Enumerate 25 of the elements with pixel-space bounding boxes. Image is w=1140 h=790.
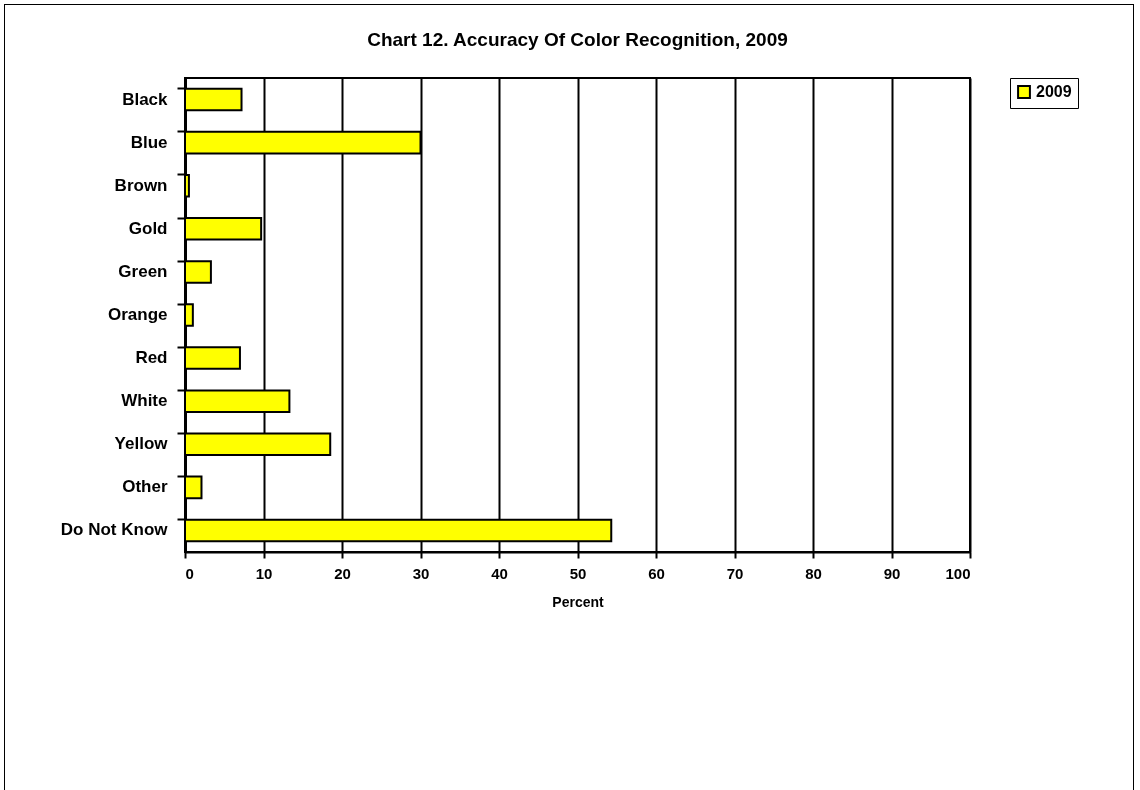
y-tick-label: Black [122, 89, 169, 109]
x-tick-label: 0 [185, 564, 194, 582]
x-tick-label: 40 [491, 564, 508, 582]
y-tick-label: Blue [130, 132, 168, 152]
x-tick-label: 60 [648, 564, 665, 582]
legend-label: 2009 [1036, 83, 1072, 100]
x-tick-label: 70 [726, 564, 744, 582]
y-tick-label: Gold [128, 218, 168, 238]
x-tick-label: 90 [883, 564, 901, 582]
x-tick-label: 30 [412, 564, 430, 582]
y-tick-label: Orange [107, 305, 168, 324]
x-axis-title: Percent [552, 593, 605, 610]
x-tick-label: 20 [334, 564, 351, 582]
x-tick-label: 100 [945, 564, 971, 582]
y-tick-label: Red [135, 348, 168, 368]
y-tick-label: Do Not Know [60, 520, 169, 540]
y-tick-label: Other [122, 477, 168, 497]
chart-title: Chart 12. Accuracy Of Color Recognition, 2009 [367, 28, 788, 50]
y-tick-label: Brown [114, 175, 168, 195]
x-tick-label: 50 [569, 564, 587, 582]
x-tick-label: 10 [255, 564, 273, 582]
y-tick-label: Yellow [114, 434, 169, 454]
y-tick-label: Green [118, 261, 168, 281]
x-tick-label: 80 [805, 564, 822, 582]
y-tick-label: White [121, 391, 168, 411]
